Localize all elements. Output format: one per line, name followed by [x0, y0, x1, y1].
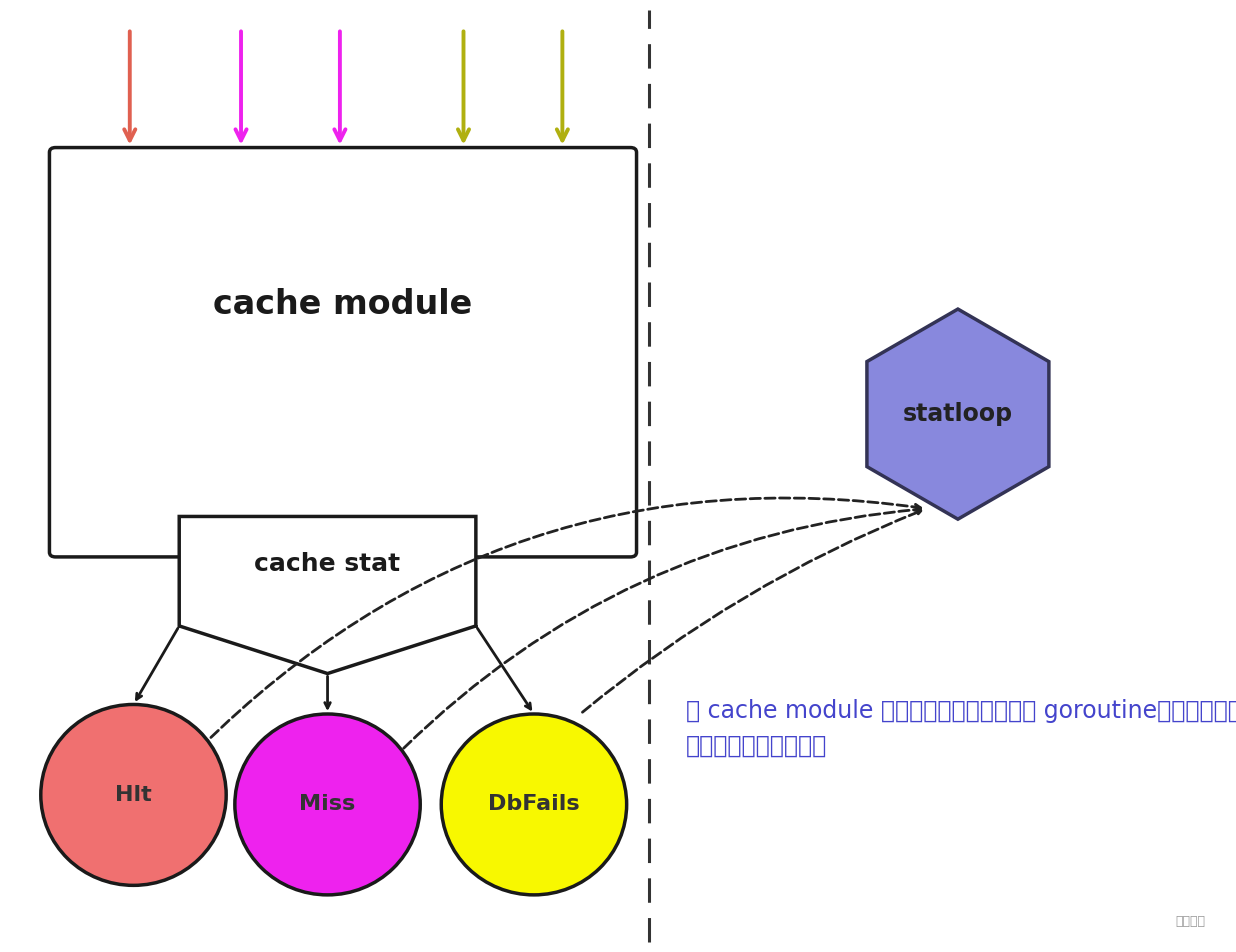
FancyBboxPatch shape [49, 148, 637, 557]
Polygon shape [179, 516, 476, 674]
Ellipse shape [441, 714, 627, 895]
Text: DbFails: DbFails [488, 794, 580, 815]
Text: cache module: cache module [214, 288, 472, 321]
Polygon shape [866, 309, 1049, 519]
Text: 在 cache module 初始化时，就会启动一个 goroutine，每分钟计算一次
当前服务的缓存情况。: 在 cache module 初始化时，就会启动一个 goroutine，每分钟… [686, 699, 1236, 758]
Text: cache stat: cache stat [255, 551, 400, 576]
Text: statloop: statloop [902, 402, 1014, 426]
Ellipse shape [41, 704, 226, 885]
Text: Miss: Miss [299, 794, 356, 815]
Ellipse shape [235, 714, 420, 895]
Text: Hlt: Hlt [115, 784, 152, 805]
Text: 创新互联: 创新互联 [1175, 915, 1205, 928]
